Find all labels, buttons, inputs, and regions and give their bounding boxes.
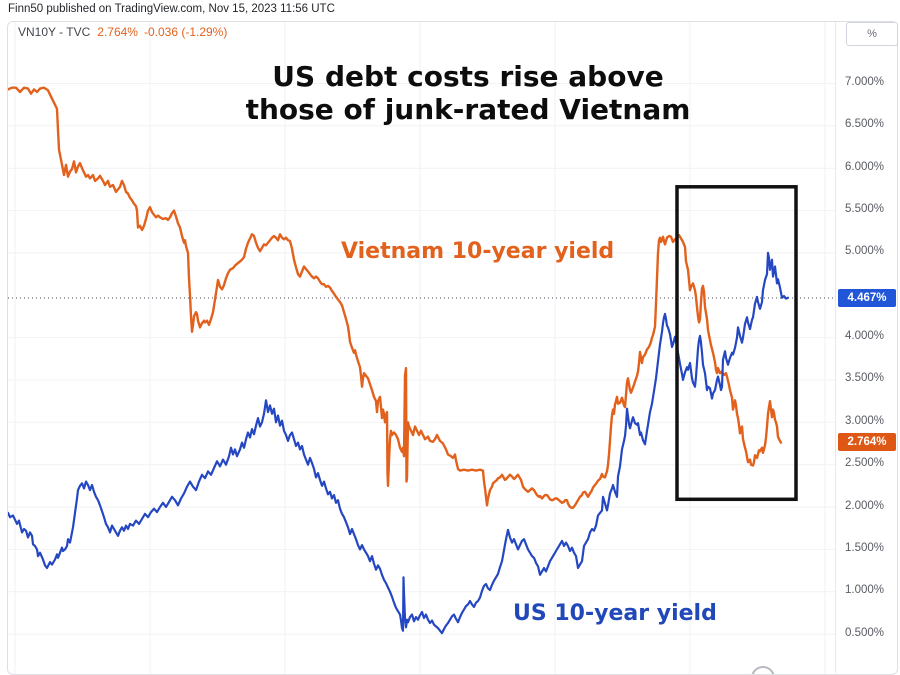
us-series-line: [6, 251, 790, 635]
symbol-name: VN10Y - TVC: [18, 25, 91, 39]
price-scale-unit-button[interactable]: %: [846, 22, 898, 46]
y-axis-tick-label: 0.500%: [845, 627, 885, 639]
y-axis-tick-label: 6.500%: [845, 118, 885, 130]
chart-annotation-title: US debt costs rise above those of junk-r…: [168, 60, 768, 126]
symbol-change: -0.036 (-1.29%): [143, 25, 228, 39]
y-axis-tick-label: 3.500%: [845, 372, 885, 384]
symbol-last-price: 2.764%: [97, 25, 138, 39]
y-axis-tick-label: 1.500%: [845, 542, 885, 554]
y-axis-tick-label: 5.500%: [845, 203, 885, 215]
last-price-badge: 4.467%: [838, 289, 896, 307]
price-axis-separator: [835, 22, 836, 673]
symbol-legend: VN10Y - TVC 2.764% -0.036 (-1.29%): [18, 25, 227, 39]
title-line-2: those of junk-rated Vietnam: [245, 93, 691, 126]
title-line-1: US debt costs rise above: [272, 60, 664, 93]
last-price-badge: 2.764%: [838, 433, 896, 451]
attribution-text: Finn50 published on TradingView.com, Nov…: [8, 3, 335, 15]
y-axis-tick-label: 3.000%: [845, 415, 885, 427]
y-axis-tick-label: 2.000%: [845, 500, 885, 512]
y-axis-tick-label: 7.000%: [845, 76, 885, 88]
vietnam-series-line: [6, 86, 783, 509]
highlight-box-annotation: [675, 185, 798, 502]
y-axis-tick-label: 5.000%: [845, 245, 885, 257]
us-series-label: US 10-year yield: [513, 601, 717, 626]
vietnam-series-label: Vietnam 10-year yield: [341, 239, 615, 264]
y-axis-tick-label: 2.500%: [845, 457, 885, 469]
tradingview-logo-icon: [751, 666, 775, 675]
y-axis-tick-label: 4.000%: [845, 330, 885, 342]
y-axis-tick-label: 6.000%: [845, 161, 885, 173]
y-axis-tick-label: 1.000%: [845, 584, 885, 596]
